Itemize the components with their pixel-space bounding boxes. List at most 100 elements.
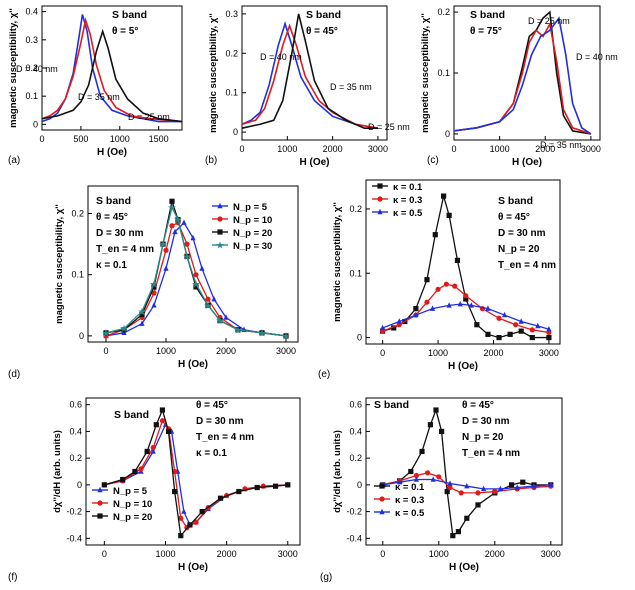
x-tick-label: 2000 <box>216 346 236 356</box>
data-point <box>396 318 402 324</box>
series-1 <box>453 21 592 135</box>
panel-label: (g) <box>320 572 332 583</box>
plot-frame <box>87 185 299 343</box>
data-point <box>447 480 453 486</box>
x-tick-label: 3000 <box>276 346 296 356</box>
data-point: ★ <box>282 331 291 342</box>
x-tick-label: 2000 <box>323 144 343 154</box>
data-point <box>169 198 175 204</box>
data-point <box>464 515 470 521</box>
parameter-text: N_p = 20 <box>462 432 504 443</box>
y-tick-label: 0.2 <box>225 48 238 58</box>
data-point <box>535 322 541 329</box>
parameter-text: D = 30 nm <box>498 228 546 239</box>
annotation-text: D = 25 nm <box>368 122 410 132</box>
data-point <box>546 334 552 341</box>
series-2 <box>41 28 183 123</box>
y-tick-label: -0.4 <box>66 533 82 543</box>
data-point <box>260 483 266 489</box>
parameter-text: T_en = 4 nm <box>462 448 520 459</box>
data-point <box>138 466 144 472</box>
annotation-text: D = 35 nm <box>78 92 120 102</box>
data-point <box>514 484 520 490</box>
legend-label: κ = 0.1 <box>393 182 423 193</box>
plot-frame <box>85 397 301 546</box>
data-point <box>413 311 419 318</box>
series-line <box>241 13 378 129</box>
data-point <box>408 468 414 475</box>
series-2 <box>101 407 291 539</box>
data-point <box>464 483 470 489</box>
legend-label: κ = 0.1 <box>395 482 425 493</box>
legend-marker <box>217 202 223 209</box>
data-point <box>496 315 502 321</box>
plot-frame <box>241 5 388 141</box>
data-point: ★ <box>120 324 129 335</box>
data-point <box>485 331 491 337</box>
data-point <box>425 470 431 476</box>
parameter-text: θ = 45° <box>306 26 338 37</box>
x-tick-label: 2000 <box>217 549 237 559</box>
legend-label: κ = 0.3 <box>393 195 422 206</box>
data-point <box>181 219 187 225</box>
legend-label: κ = 0.3 <box>395 495 424 506</box>
data-point <box>446 212 452 218</box>
parameter-text: θ = 45° <box>462 400 494 411</box>
chart-panel-b: 0 1000 2000 3000 0 0.1 0.2 0.3 H (Oe) magnetic su… <box>205 5 410 168</box>
x-axis-label: H (Oe) <box>300 157 330 168</box>
x-tick-label: 0 <box>380 348 385 358</box>
data-point <box>151 302 157 308</box>
data-point <box>548 481 554 488</box>
data-point <box>120 476 126 483</box>
y-tick-label: 0.4 <box>349 426 362 436</box>
data-point: ★ <box>159 240 168 251</box>
data-point: ★ <box>168 203 177 214</box>
parameter-text: θ = 5° <box>112 26 138 37</box>
data-point <box>447 484 453 491</box>
y-tick-label: 0.2 <box>69 453 82 463</box>
x-tick-label: 1000 <box>428 348 448 358</box>
data-point <box>474 322 480 328</box>
y-tick-label: 0 <box>233 127 238 137</box>
data-point <box>481 485 487 492</box>
x-axis-label: H (Oe) <box>178 562 208 573</box>
parameter-text: κ = 0.1 <box>96 260 127 271</box>
x-tick-label: 0 <box>239 144 244 154</box>
series-1 <box>380 281 552 336</box>
data-point <box>181 508 187 514</box>
legend-marker <box>217 229 223 235</box>
plot-frame <box>365 397 563 546</box>
data-point: ★ <box>192 279 201 290</box>
parameter-text: θ = 45° <box>196 400 228 411</box>
data-point <box>190 234 196 241</box>
x-tick-label: 1000 <box>155 549 175 559</box>
data-point <box>132 468 138 475</box>
data-point <box>507 331 513 337</box>
legend-marker: ★ <box>216 241 225 252</box>
data-point <box>454 257 461 263</box>
legend-label: N_p = 20 <box>233 228 272 239</box>
series-2 <box>453 16 592 135</box>
data-point <box>272 483 279 489</box>
series-line <box>382 283 550 334</box>
data-point <box>450 533 456 539</box>
data-point <box>475 490 481 496</box>
panel-title: S band <box>306 9 341 21</box>
data-point <box>159 418 166 424</box>
legend-marker <box>217 216 223 222</box>
legend-marker <box>379 483 385 489</box>
data-point <box>546 326 552 332</box>
annotation-text: D = 40 nm <box>260 52 302 62</box>
y-tick-label: -0.2 <box>66 507 82 517</box>
data-point: ★ <box>234 325 243 336</box>
data-point <box>443 281 449 287</box>
y-axis-label: magnetic susceptibility, χ'' <box>54 204 65 324</box>
series-0 <box>41 14 182 123</box>
data-point <box>236 488 242 495</box>
data-point <box>509 482 515 488</box>
y-axis-label: magnetic susceptibility, χ'' <box>8 8 19 128</box>
parameter-text: T_en = 4 nm <box>196 432 254 443</box>
panel-label: (b) <box>205 155 217 166</box>
data-point <box>463 296 469 302</box>
data-point <box>531 483 537 489</box>
